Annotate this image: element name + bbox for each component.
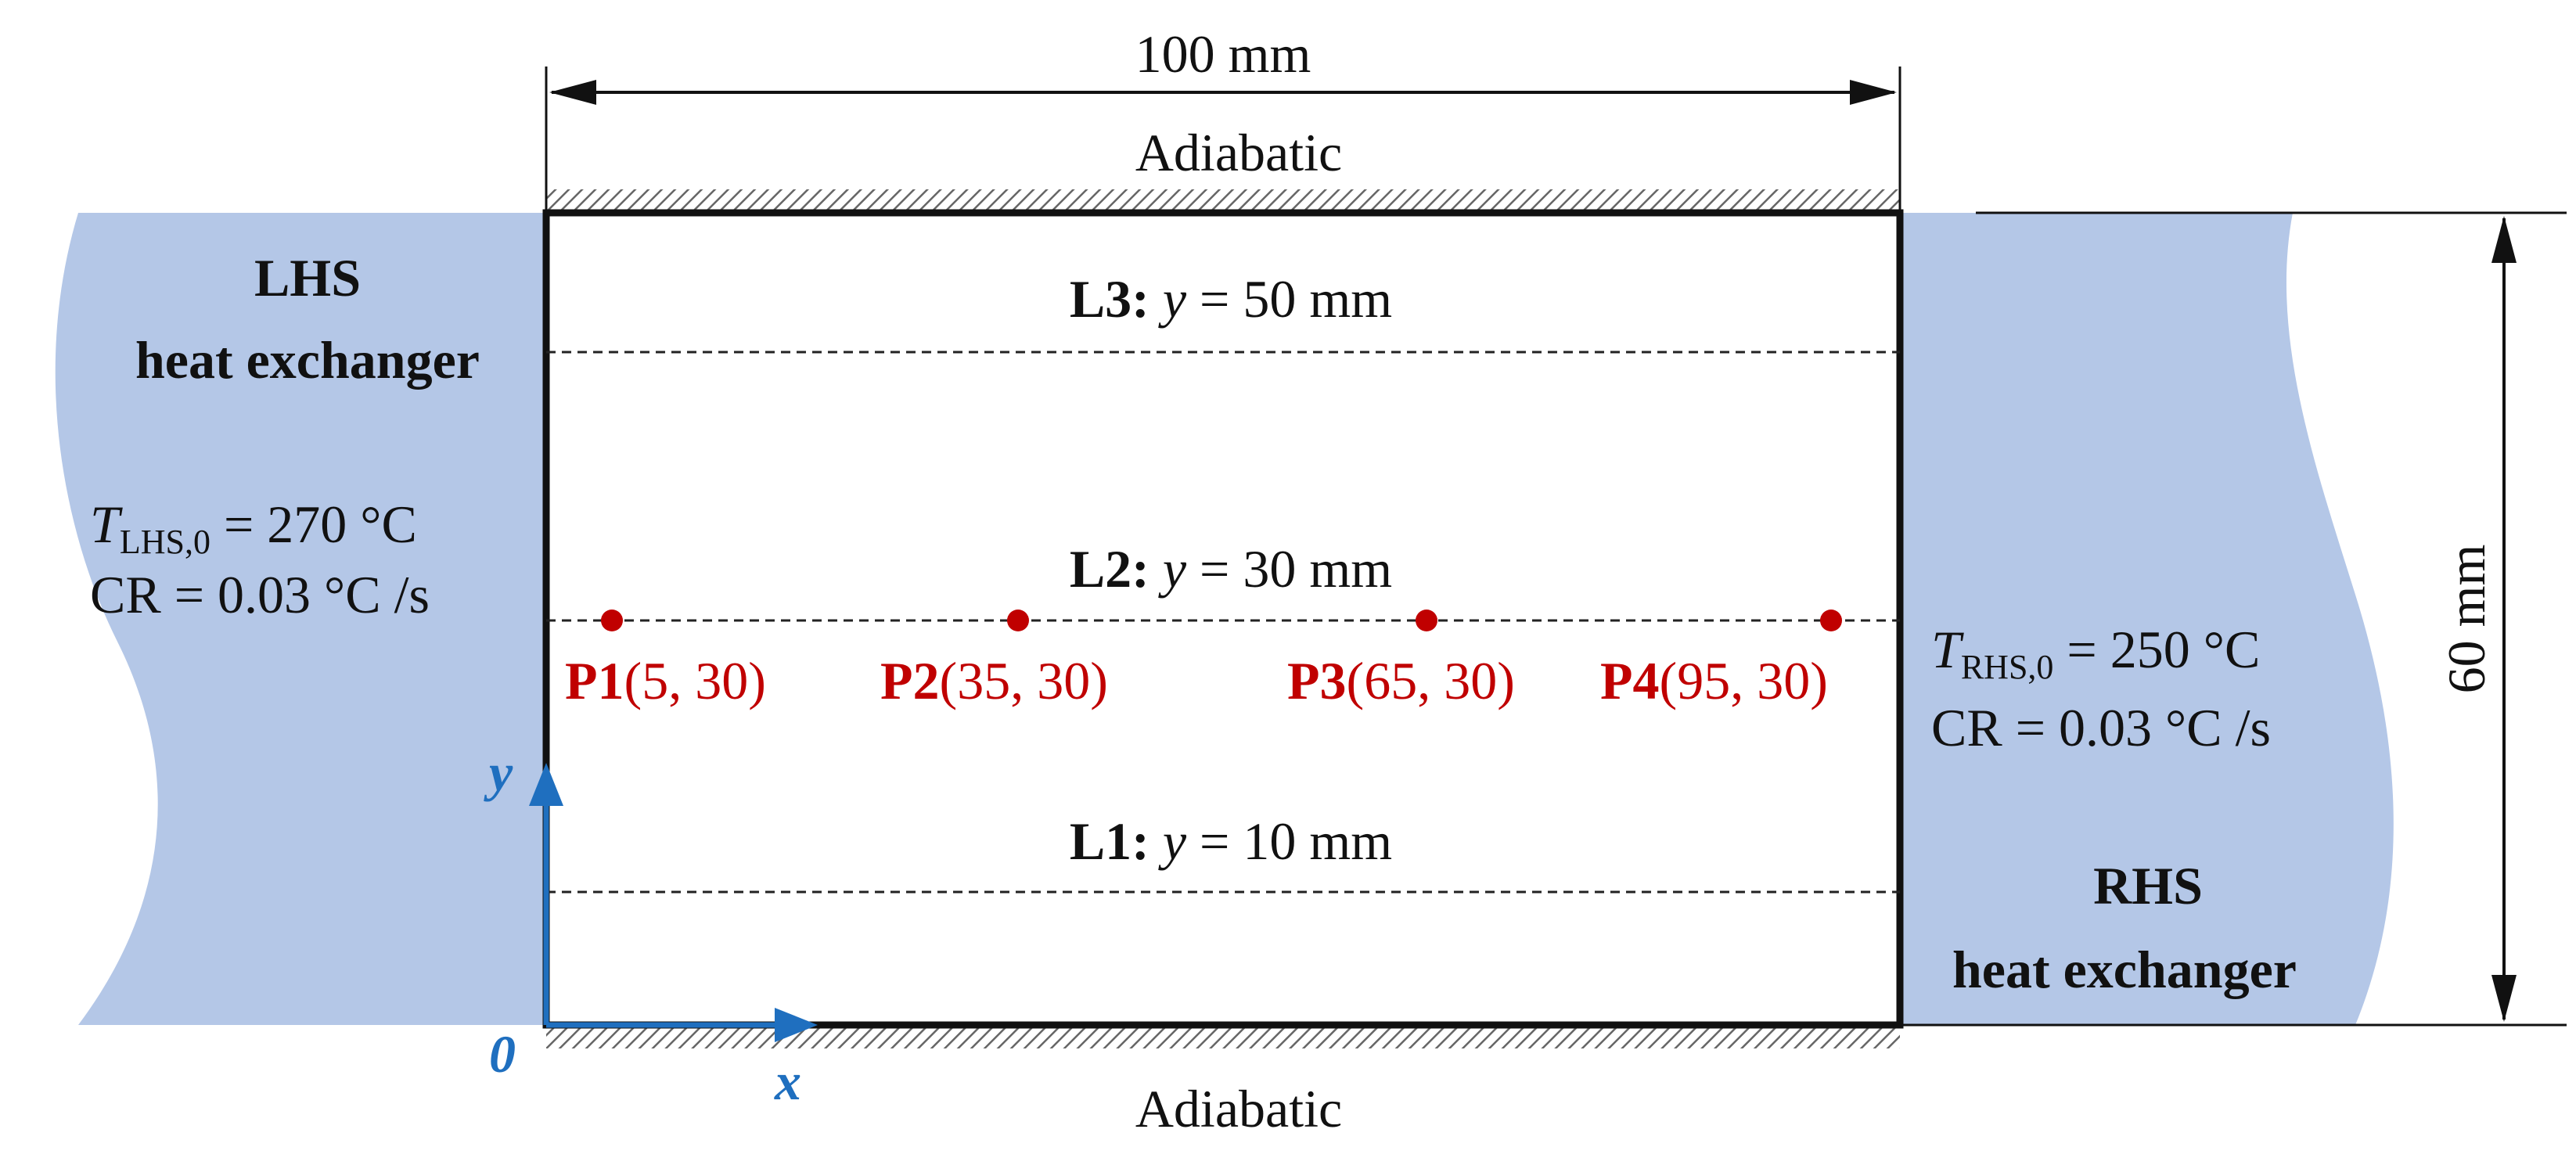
point-p4-label: P4(95, 30): [1600, 651, 1828, 710]
y-axis-arrowhead: [529, 763, 563, 806]
origin-label: 0: [489, 1024, 516, 1084]
line-l2-label: L2: y = 30 mm: [1070, 539, 1392, 599]
bottom-adiabatic-label: Adiabatic: [1135, 1079, 1342, 1138]
top-adiabatic-hatch: [546, 189, 1900, 211]
line-l1-label: L1: y = 10 mm: [1070, 811, 1392, 871]
height-arrowhead-bottom: [2491, 975, 2517, 1022]
point-p1-marker: [601, 610, 623, 631]
width-arrowhead-right: [1850, 80, 1897, 105]
lhs-cooling-rate: CR = 0.03 °C /s: [90, 565, 430, 624]
lhs-initial-temperature: TLHS,0 = 270 °C: [90, 494, 417, 561]
rhs-title-line2: heat exchanger: [1952, 940, 2297, 999]
domain-boundary: [542, 209, 1904, 1029]
top-adiabatic-label: Adiabatic: [1135, 123, 1342, 182]
height-arrowhead-top: [2491, 216, 2517, 263]
rhs-heat-exchanger-region: [1901, 213, 2394, 1025]
rhs-cooling-rate: CR = 0.03 °C /s: [1931, 698, 2271, 757]
x-axis-label: x: [774, 1052, 801, 1111]
lhs-heat-exchanger-region: [55, 213, 545, 1025]
x-axis-arrowhead: [775, 1008, 818, 1042]
rhs-title-line1: RHS: [2093, 856, 2203, 915]
lhs-title-line2: heat exchanger: [135, 330, 480, 390]
point-p1-label: P1(5, 30): [565, 651, 766, 710]
point-p2-label: P2(35, 30): [880, 651, 1108, 710]
width-dimension-label: 100 mm: [1135, 24, 1311, 84]
point-p2-marker: [1007, 610, 1029, 631]
lhs-title-line1: LHS: [254, 248, 361, 307]
height-dimension-label: 60 mm: [2437, 545, 2496, 694]
rhs-initial-temperature: TRHS,0 = 250 °C: [1931, 620, 2260, 686]
y-axis-label: y: [484, 743, 513, 802]
bottom-adiabatic-hatch: [546, 1027, 1900, 1048]
line-l3-label: L3: y = 50 mm: [1070, 269, 1392, 329]
point-p3-label: P3(65, 30): [1287, 651, 1515, 710]
point-p4-marker: [1820, 610, 1842, 631]
point-p3-marker: [1416, 610, 1437, 631]
width-arrowhead-left: [549, 80, 596, 105]
